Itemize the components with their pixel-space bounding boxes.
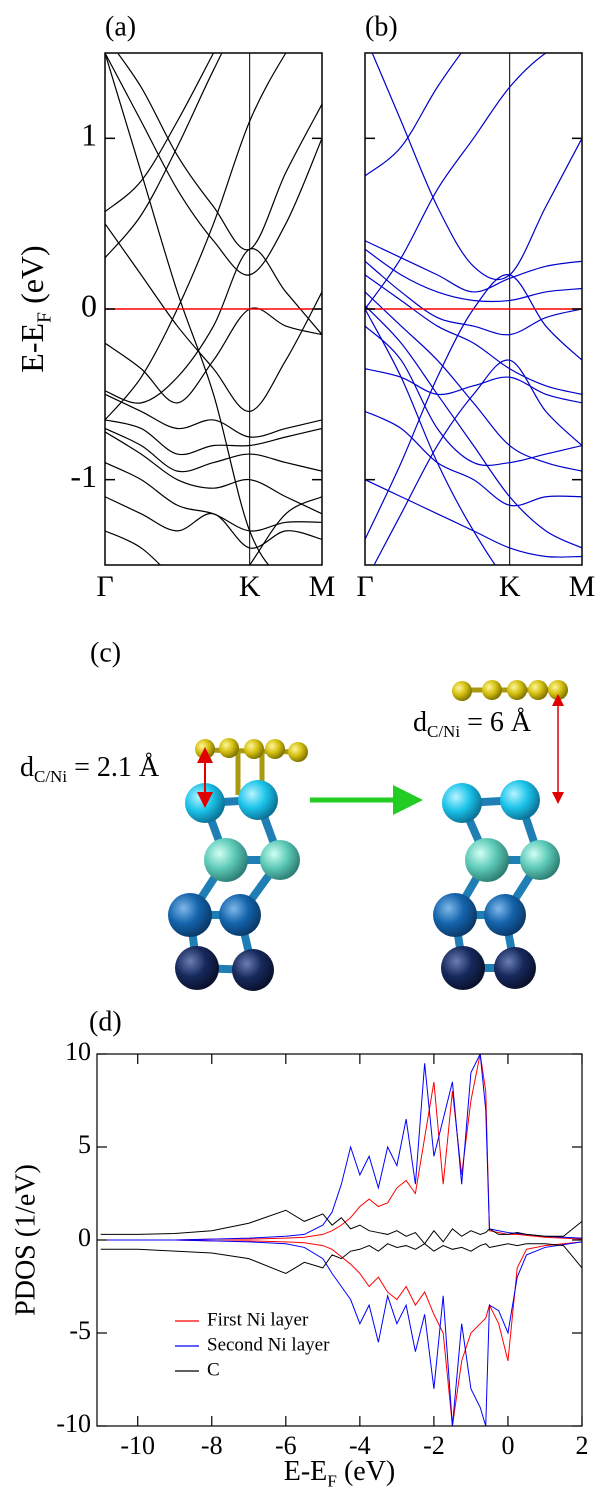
band — [105, 428, 322, 471]
pdos-line — [101, 1244, 582, 1274]
band — [365, 36, 582, 280]
panel-label: (d) — [89, 1006, 122, 1037]
band — [105, 463, 322, 531]
panel-label: (b) — [365, 11, 398, 42]
band — [105, 2, 322, 420]
x-tick-label: Γ — [96, 570, 113, 603]
band — [365, 292, 582, 471]
band-structure-panel: Γ K M (b) — [356, 0, 595, 603]
x-tick-label: M — [569, 570, 596, 603]
y-tick-label: -10 — [56, 1409, 91, 1438]
pdos-line — [101, 1054, 582, 1240]
band — [105, 394, 322, 437]
x-axis-label: E-EF (eV) — [284, 1456, 395, 1490]
band — [365, 36, 582, 309]
band — [105, 36, 322, 250]
legend-label: First Ni layer — [207, 1309, 309, 1330]
plot-area — [101, 1054, 582, 1426]
legend-label: C — [207, 1359, 220, 1380]
x-tick-label: -2 — [423, 1431, 445, 1460]
x-tick-label: -10 — [120, 1431, 155, 1460]
y-tick-label: 5 — [78, 1130, 91, 1159]
x-tick-label: K — [239, 570, 261, 603]
band — [105, 497, 322, 617]
x-tick-label: K — [499, 570, 521, 603]
band-structure-panel: Γ K M -1 0 1 (a) E-EF (eV) — [14, 0, 335, 616]
band — [365, 369, 582, 403]
pdos-line — [101, 1240, 582, 1426]
panel-label: (a) — [105, 11, 136, 42]
x-tick-label: M — [309, 570, 336, 603]
pdos-line — [101, 1210, 582, 1243]
band — [105, 0, 322, 258]
band — [365, 480, 582, 557]
band — [365, 411, 582, 505]
band — [105, 0, 322, 212]
y-tick-label: 0 — [78, 1223, 91, 1252]
band — [365, 249, 582, 301]
figure: (c) — [0, 0, 603, 1499]
y-tick-label: 1 — [81, 117, 97, 153]
y-axis-label: PDOS (1/eV) — [10, 1164, 41, 1316]
band — [105, 420, 322, 455]
legend-label: Second Ni layer — [207, 1334, 330, 1355]
panel-label: (c) — [90, 637, 121, 668]
x-tick-label: Γ — [356, 570, 373, 603]
structure-diagram: (c) — [20, 637, 568, 991]
left-structure — [168, 738, 308, 991]
band — [105, 308, 322, 403]
y-axis-label: E-EF (eV) — [14, 245, 55, 372]
distance-label: dC/Ni = 6 Å — [413, 707, 532, 740]
pdos-line — [101, 1240, 582, 1426]
plot-area — [105, 0, 322, 616]
y-tick-label: 10 — [65, 1037, 91, 1066]
band — [365, 275, 582, 540]
x-tick-label: 0 — [501, 1431, 514, 1460]
x-tick-label: -8 — [201, 1431, 223, 1460]
plot-area — [365, 0, 582, 600]
distance-label: dC/Ni = 2.1 Å — [20, 752, 160, 785]
y-tick-label: 0 — [81, 287, 97, 323]
band — [105, 249, 322, 404]
pdos-line — [101, 1054, 582, 1240]
x-tick-label: 2 — [576, 1431, 589, 1460]
y-tick-label: -5 — [69, 1316, 91, 1345]
legend: First Ni layer Second Ni layer C — [175, 1309, 330, 1380]
y-tick-label: -1 — [70, 458, 97, 494]
